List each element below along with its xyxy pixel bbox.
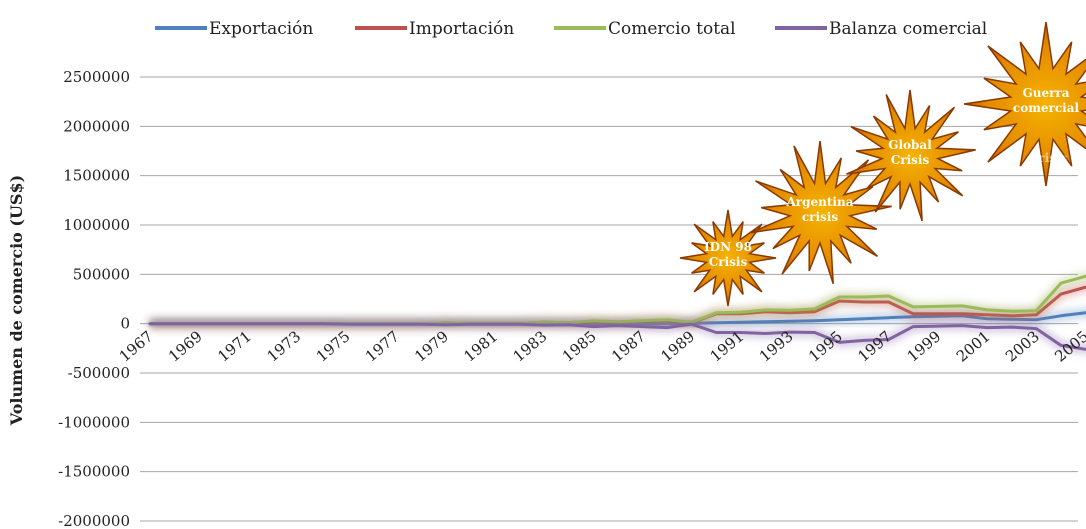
crisis-annotation-label: Guerra	[1022, 86, 1069, 100]
crisis-annotation-label: Crisis	[709, 255, 748, 269]
x-tick-label: 1997	[854, 327, 895, 365]
x-tick-label: 1975	[313, 327, 354, 365]
crisis-burst-icon	[963, 21, 1086, 187]
crisis-annotation-label: Crisis	[891, 153, 930, 167]
series-line-3	[148, 274, 1086, 326]
y-axis-label: Volumen de comercio (US$)	[7, 175, 26, 426]
x-tick-label: 2005	[1051, 327, 1086, 365]
x-tick-label: 1985	[559, 327, 600, 365]
series-line-2	[148, 285, 1086, 326]
crisis-annotation-label: Argentina	[786, 195, 854, 209]
x-tick-label: 1987	[608, 327, 649, 365]
legend-label: Comercio total	[608, 19, 736, 39]
crisis-burst-icon	[679, 209, 777, 307]
legend-label: Importación	[409, 19, 514, 39]
y-tick-label: 2500000	[63, 68, 130, 86]
y-tick-label: 0	[120, 315, 130, 333]
x-tick-label: 1971	[214, 327, 255, 365]
series-glow	[150, 271, 1086, 329]
x-tick-label: 1979	[411, 327, 452, 365]
series-line-4	[148, 322, 1086, 351]
x-tick-label: 1977	[362, 327, 403, 365]
y-tick-label: -2000000	[58, 512, 130, 529]
y-tick-label: 1000000	[63, 216, 130, 234]
series-glow	[150, 282, 1086, 329]
crisis-burst-icon	[750, 140, 892, 285]
x-tick-label: 1989	[657, 327, 698, 365]
x-tick-label: 1981	[460, 327, 501, 365]
legend-label: Balanza comercial	[829, 19, 987, 39]
x-tick-label: 2001	[953, 327, 994, 365]
y-tick-label: -500000	[68, 364, 130, 382]
crisis-annotation-label: Global	[888, 138, 932, 152]
crisis-burst-icon	[846, 89, 976, 222]
y-tick-label: -1000000	[58, 413, 130, 431]
crisis-annotation-label: IDN 98	[704, 240, 752, 254]
x-tick-label: 1969	[165, 327, 206, 365]
x-tick-label: 1973	[263, 327, 304, 365]
y-tick-label: 1500000	[63, 167, 130, 185]
y-tick-label: 2000000	[63, 117, 130, 135]
x-tick-label: 1967	[116, 327, 157, 365]
y-tick-label: -1500000	[58, 463, 130, 481]
x-tick-label: 1983	[510, 327, 551, 365]
crisis-annotation-label: comercial	[1013, 101, 1080, 115]
legend-label: Exportación	[209, 19, 313, 39]
crisis-annotation-label: crisis	[802, 210, 839, 224]
y-tick-label: 500000	[73, 265, 130, 283]
hidden-crisis-label: Crisis	[1029, 151, 1068, 165]
